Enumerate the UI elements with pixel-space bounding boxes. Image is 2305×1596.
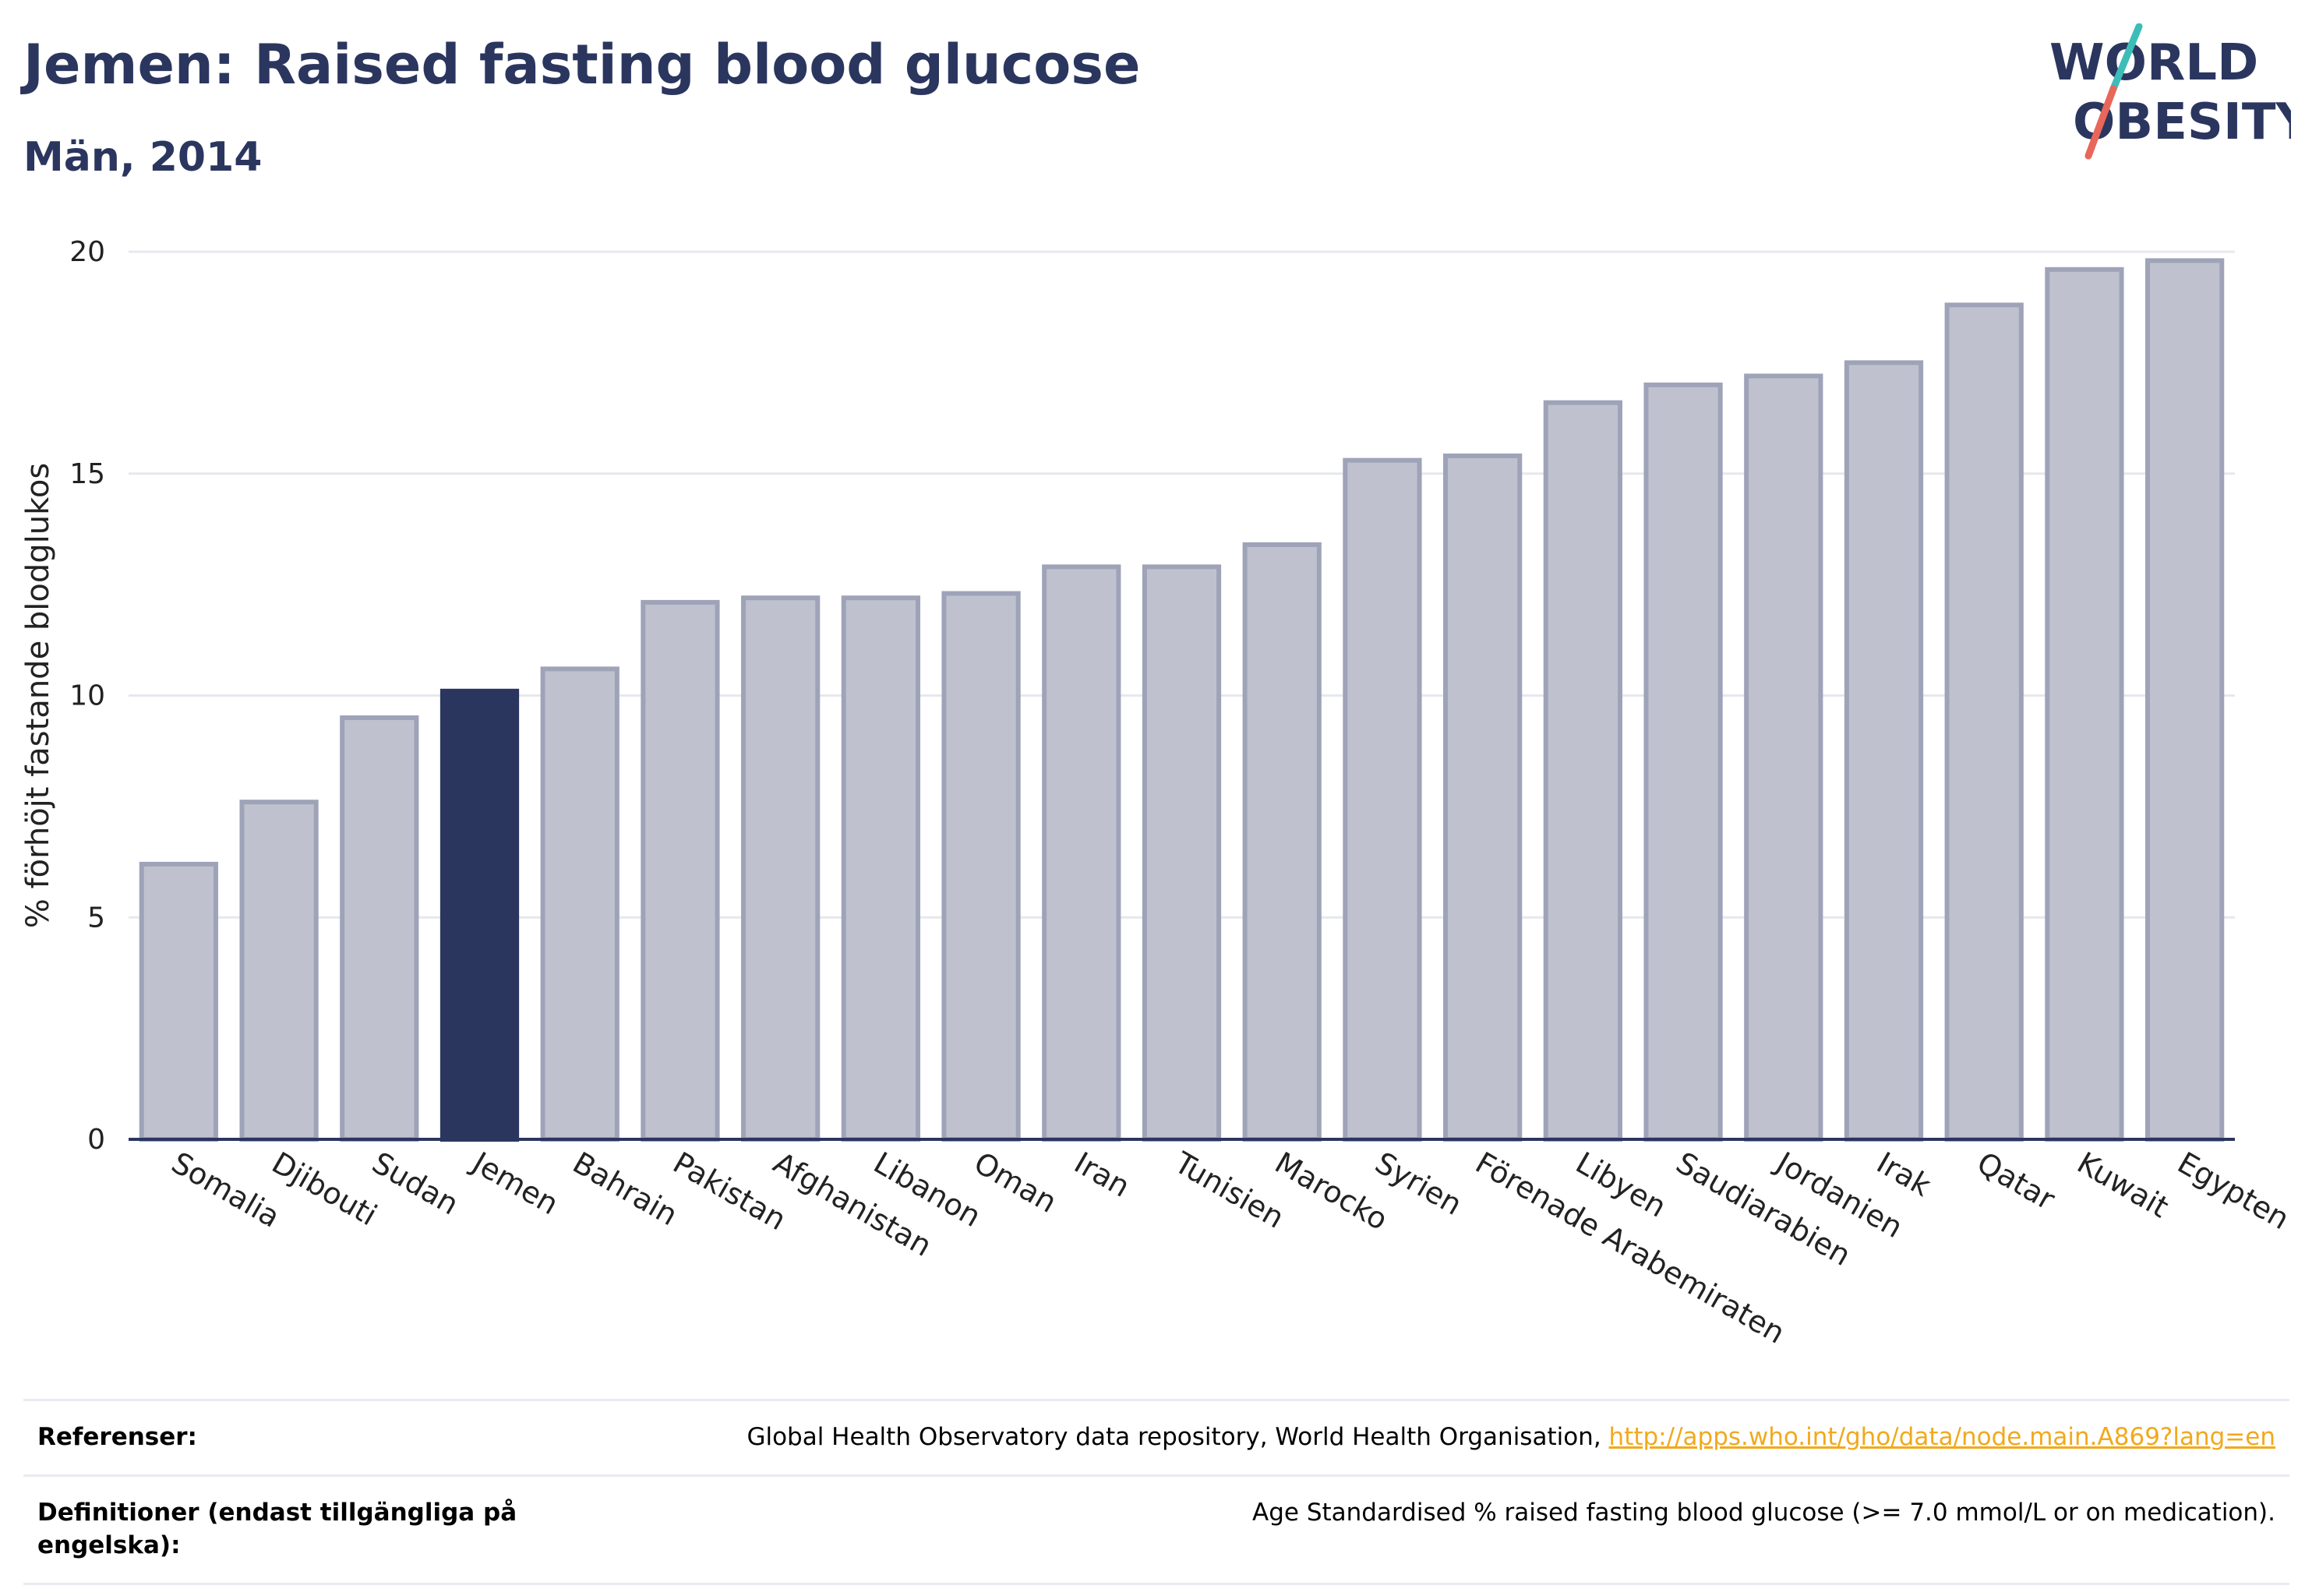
bar [239, 800, 319, 1142]
y-tick-label: 5 [87, 902, 105, 934]
definitions-label: Definitioner (endast tillgängliga på eng… [23, 1474, 550, 1585]
bar [1042, 564, 1121, 1142]
y-tick-label: 10 [69, 680, 105, 712]
definitions-row: Definitioner (endast tillgängliga på eng… [23, 1474, 2289, 1585]
references-text: Global Health Observatory data repositor… [747, 1423, 1609, 1451]
bar [741, 595, 821, 1142]
bar [1443, 453, 1523, 1142]
x-tick-label: Sudan [366, 1146, 464, 1222]
y-tick-label: 0 [87, 1124, 105, 1156]
bar [841, 595, 920, 1142]
logo-slash-top [2109, 23, 2143, 93]
definitions-value: Age Standardised % raised fasting blood … [550, 1474, 2289, 1585]
x-tick-label: Kuwait [2071, 1146, 2174, 1225]
logo-slash-bottom [2084, 85, 2117, 160]
bar [2145, 258, 2225, 1142]
references-label: Referenser: [23, 1399, 550, 1477]
x-tick-label: Saudiarabien [1671, 1146, 1857, 1273]
references-link[interactable]: http://apps.who.int/gho/data/node.main.A… [1608, 1423, 2275, 1451]
references-table: Referenser: Global Health Observatory da… [23, 1399, 2289, 1585]
bar [641, 599, 720, 1142]
references-row: Referenser: Global Health Observatory da… [23, 1399, 2289, 1477]
bar [1744, 373, 1823, 1142]
bar [1844, 360, 1924, 1142]
bar [540, 666, 619, 1142]
world-obesity-logo: WORLD OBESITY [2049, 23, 2291, 160]
x-tick-label: Tunisien [1168, 1145, 1290, 1235]
x-tick-label: Djibouti [267, 1146, 383, 1233]
x-tick-label: Jemen [465, 1145, 564, 1222]
bar [941, 591, 1021, 1142]
x-tick-label: Somalia [166, 1146, 286, 1234]
y-axis-label: % förhöjt fastande blodglukos [20, 463, 56, 928]
bar [139, 861, 218, 1142]
x-tick-label: Qatar [1971, 1146, 2061, 1217]
x-tick-label: Irak [1871, 1146, 1936, 1203]
bar [340, 715, 419, 1142]
references-value: Global Health Observatory data repositor… [550, 1399, 2289, 1477]
x-tick-label: Bahrain [567, 1146, 683, 1233]
page-subtitle: Män, 2014 [23, 134, 263, 181]
bar [1643, 382, 1723, 1142]
x-tick-label: Egypten [2172, 1146, 2295, 1237]
bar [1142, 564, 1222, 1142]
bar [2045, 267, 2124, 1142]
x-tick-label: Iran [1068, 1146, 1135, 1204]
bar [1944, 302, 2024, 1142]
bar [1543, 400, 1622, 1142]
y-tick-label: 20 [69, 236, 105, 268]
bar [1343, 457, 1422, 1142]
x-tick-label: Pakistan [667, 1146, 792, 1238]
logo-line-1: WORLD [2049, 34, 2258, 92]
x-tick-label: Marocko [1269, 1146, 1394, 1238]
page-title: Jemen: Raised fasting blood glucose [23, 33, 1141, 97]
y-tick-label: 15 [69, 458, 105, 490]
bar [439, 688, 520, 1142]
bar [1242, 542, 1322, 1142]
